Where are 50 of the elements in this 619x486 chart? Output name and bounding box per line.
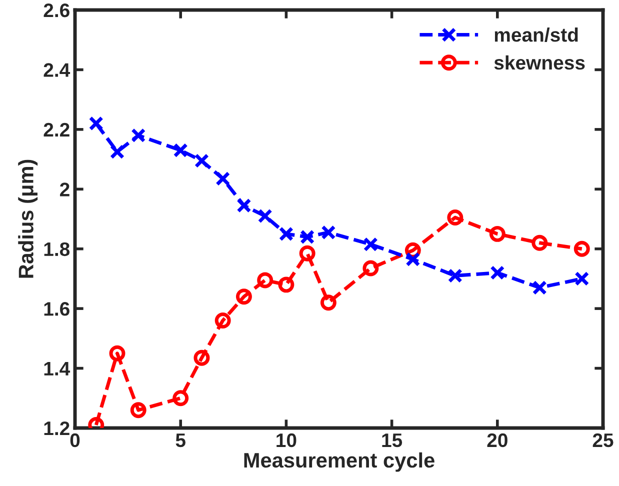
- y-tick-label: 1.4: [44, 362, 70, 376]
- point: [447, 210, 464, 226]
- point: [216, 171, 230, 186]
- point: [448, 268, 462, 284]
- point: [363, 237, 378, 252]
- point: [236, 288, 252, 305]
- point: [278, 276, 294, 293]
- point: [194, 350, 210, 366]
- point: [214, 312, 231, 328]
- y-tick-label: 2.6: [44, 3, 70, 18]
- legend-label: mean/std: [494, 28, 578, 42]
- x-tick-label: 20: [487, 433, 508, 448]
- point: [88, 116, 104, 131]
- point: [489, 226, 506, 242]
- y-tick-label: 2: [60, 182, 70, 196]
- point: [172, 390, 189, 406]
- point: [574, 240, 590, 257]
- y-tick-label: 2.4: [44, 63, 70, 77]
- point: [258, 208, 272, 224]
- point: [109, 345, 126, 362]
- y-axis-title: Radius (μm): [18, 160, 38, 278]
- point: [320, 294, 336, 311]
- point: [574, 271, 590, 286]
- point: [490, 265, 505, 280]
- point: [130, 402, 146, 418]
- y-tick-label: 1.6: [44, 302, 70, 316]
- x-tick-label: 10: [276, 433, 296, 448]
- point: [131, 128, 146, 143]
- point: [362, 260, 379, 276]
- x-tick-label: 5: [176, 434, 186, 448]
- point: [300, 230, 315, 244]
- point: [532, 280, 547, 295]
- point: [173, 143, 188, 158]
- legend-label: skewness: [494, 55, 585, 70]
- x-axis-title: Measurement cycle: [244, 452, 434, 472]
- point: [299, 245, 316, 262]
- y-tick-label: 1.8: [44, 242, 70, 256]
- y-tick-label: 2.2: [44, 122, 70, 136]
- y-tick-label: 1.2: [44, 421, 70, 436]
- point: [236, 198, 252, 213]
- x-tick-label: 0: [70, 433, 80, 448]
- point: [278, 226, 294, 242]
- point: [532, 234, 548, 251]
- point: [110, 144, 125, 160]
- point: [321, 225, 336, 240]
- x-tick-label: 15: [382, 434, 402, 448]
- point: [194, 153, 210, 168]
- point: [257, 272, 274, 288]
- point: [406, 252, 420, 267]
- x-tick-label: 25: [592, 433, 614, 448]
